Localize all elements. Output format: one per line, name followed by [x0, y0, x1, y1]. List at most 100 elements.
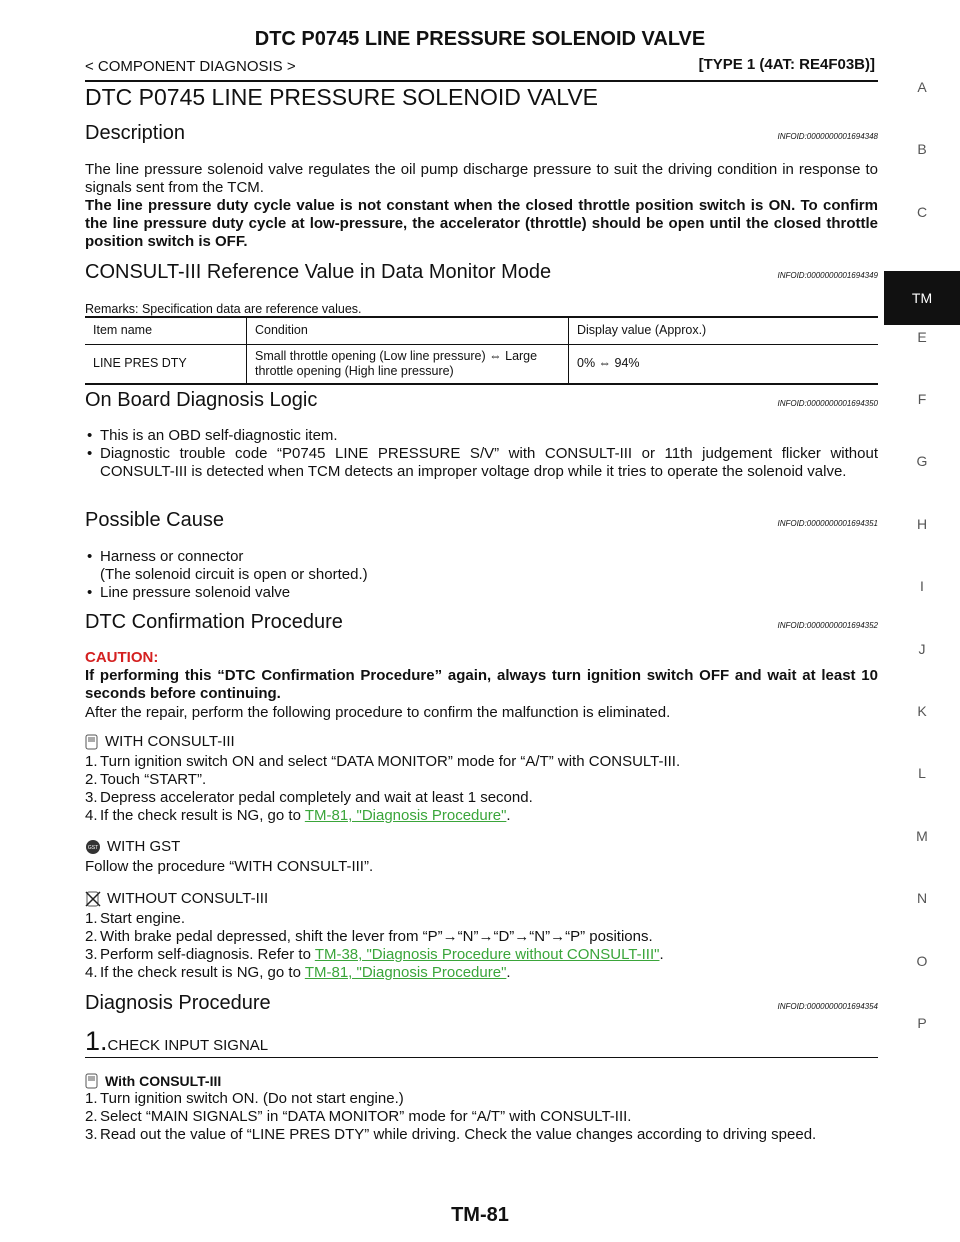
item-number: 3. — [85, 789, 98, 806]
subheading-text: WITH CONSULT-III — [105, 733, 235, 750]
section-heading: On Board Diagnosis Logic INFOID:000000000… — [85, 388, 878, 412]
index-letter: O — [916, 952, 928, 969]
index-letter: K — [917, 703, 927, 719]
paragraph: The line pressure solenoid valve regulat… — [85, 161, 878, 196]
step-heading: 1.CHECK INPUT SIGNAL — [85, 1026, 878, 1058]
text: Select “MAIN SIGNALS” in “DATA MONITOR” … — [100, 1108, 632, 1125]
section-heading: CONSULT-III Reference Value in Data Moni… — [85, 260, 878, 284]
text: Touch “START”. — [100, 771, 207, 788]
infoid: INFOID:0000000001694349 — [777, 271, 878, 280]
item-text: With brake pedal depressed, shift the le… — [100, 928, 653, 945]
item-number: 3. — [85, 946, 98, 963]
consult-icon — [85, 734, 98, 750]
list-item: This is an OBD self-diagnostic item. — [85, 427, 878, 445]
index-letter: B — [917, 141, 927, 158]
index-letter: E — [917, 328, 927, 345]
item-text: Line pressure solenoid valve — [100, 584, 290, 601]
page-number: TM-81 — [451, 1204, 509, 1226]
header-title: DTC P0745 LINE PRESSURE SOLENOID VALVE — [254, 28, 706, 50]
text: Read out the value of “LINE PRES DTY” wh… — [100, 1126, 817, 1143]
index-letter: I — [920, 578, 924, 595]
step-number: 1. — [85, 1026, 108, 1056]
side-index: A B C TM E F G H I J K L M N O P — [884, 0, 960, 1242]
subheading-text: WITH GST — [107, 838, 181, 855]
index-letter: A — [917, 79, 927, 95]
item-text: Turn ignition switch ON and select “DATA… — [100, 753, 680, 770]
caution-text: If performing this “DTC Confirmation Pro… — [85, 667, 878, 702]
text: Turn ignition switch ON. (Do not start e… — [100, 1090, 404, 1107]
item-text: This is an OBD self-diagnostic item. — [100, 427, 338, 444]
link[interactable]: TM-38, "Diagnosis Procedure without CONS… — [314, 946, 660, 963]
index-letter: L — [918, 765, 926, 782]
breadcrumb: < COMPONENT DIAGNOSIS > — [85, 58, 296, 75]
type-label: [TYPE 1 (4AT: RE4F03B)] — [698, 56, 875, 73]
text: If the check result is NG, go to — [100, 964, 305, 981]
paragraph: Follow the procedure “WITH CONSULT-III”. — [85, 858, 374, 875]
paragraph: The line pressure duty cycle value is no… — [85, 197, 878, 250]
svg-text:GST: GST — [88, 845, 98, 851]
subheading-text: With CONSULT-III — [105, 1073, 222, 1089]
section-heading: Diagnosis Procedure INFOID:00000000016943… — [85, 991, 878, 1015]
index-letter: H — [916, 515, 928, 532]
item-text: Start engine. — [100, 910, 185, 927]
step-title: CHECK INPUT SIGNAL — [107, 1037, 269, 1054]
infoid: INFOID:0000000001694348 — [777, 132, 878, 141]
description: The line pressure solenoid valve regulat… — [85, 161, 878, 251]
link[interactable]: TM-81, "Diagnosis Procedure" — [304, 964, 507, 981]
list-item: 1. Start engine. — [85, 910, 878, 928]
paragraph: After the repair, perform the following … — [85, 704, 671, 721]
infoid: INFOID:0000000001694350 — [777, 399, 878, 408]
index-letter: N — [916, 890, 928, 907]
subheading: WITH CONSULT-III — [85, 733, 878, 751]
cell: 0% ⇔ 94% — [568, 344, 878, 384]
list-item: Diagnostic trouble code “P0745 LINE PRES… — [85, 445, 878, 481]
list-item: 3. Read out the value of “LINE PRES DTY” … — [85, 1126, 878, 1144]
item-text: Turn ignition switch ON. (Do not start e… — [100, 1090, 404, 1107]
section-heading: Possible Cause INFOID:0000000001694351 — [85, 508, 878, 532]
heading: Description — [85, 122, 186, 144]
caution: CAUTION: If performing this “DTC Confirma… — [85, 649, 878, 722]
index-letter: F — [917, 391, 927, 407]
index-letter: J — [918, 640, 926, 657]
caution-label: CAUTION: — [85, 649, 159, 666]
heading: Diagnosis Procedure — [85, 992, 271, 1014]
text: With brake pedal depressed, shift the le… — [100, 928, 653, 945]
item-number: 2. — [85, 928, 98, 945]
text: Perform self-diagnosis. Refer to — [100, 946, 315, 963]
list-item: 1. Turn ignition switch ON and select “DA… — [85, 753, 878, 771]
section-heading: Description INFOID:0000000001694348 — [85, 121, 878, 145]
list-item: 2. Touch “START”. — [85, 771, 878, 789]
text: If the check result is NG, go to — [100, 807, 305, 824]
item-text: Perform self-diagnosis. Refer to TM-38, … — [100, 946, 664, 963]
text: This is an OBD self-diagnostic item. — [100, 427, 338, 444]
step-list: 1. Turn ignition switch ON and select “DA… — [85, 753, 878, 825]
item-number: 2. — [85, 1108, 98, 1125]
link[interactable]: TM-81, "Diagnosis Procedure" — [304, 807, 507, 824]
page-title: DTC P0745 LINE PRESSURE SOLENOID VALVE — [85, 84, 598, 110]
text: . — [506, 807, 511, 824]
subheading: GST WITH GST — [85, 838, 878, 856]
gst-icon: GST — [86, 840, 100, 854]
heading: On Board Diagnosis Logic — [85, 389, 318, 411]
item-text: Touch “START”. — [100, 771, 206, 788]
list-item: 1. Turn ignition switch ON. (Do not start… — [85, 1090, 878, 1108]
list-item: 2. With brake pedal depressed, shift the … — [85, 928, 878, 946]
text: Diagnostic trouble code “P0745 LINE PRES… — [100, 445, 878, 480]
item-text: Depress accelerator pedal completely and… — [100, 789, 533, 806]
list-item: 3. Perform self-diagnosis. Refer to TM-38… — [85, 946, 878, 964]
list-item: 2. Select “MAIN SIGNALS” in “DATA MONITOR… — [85, 1108, 878, 1126]
index-letter: G — [916, 453, 928, 470]
column-header: Condition — [246, 317, 569, 344]
item-number: 2. — [85, 771, 98, 788]
item-number: 1. — [85, 910, 98, 927]
item-number: 1. — [85, 753, 98, 770]
reference-table: Item name Condition Display value (Approx.… — [85, 316, 878, 385]
item-number: 3. — [85, 1126, 98, 1143]
item-text: If the check result is NG, go to TM-81, … — [100, 807, 511, 824]
index-letter: M — [916, 827, 928, 844]
subheading: With CONSULT-III — [85, 1072, 878, 1090]
column-header: Display value (Approx.) — [568, 317, 878, 344]
index-letter: P — [917, 1015, 927, 1031]
item-text: If the check result is NG, go to TM-81, … — [100, 964, 511, 981]
